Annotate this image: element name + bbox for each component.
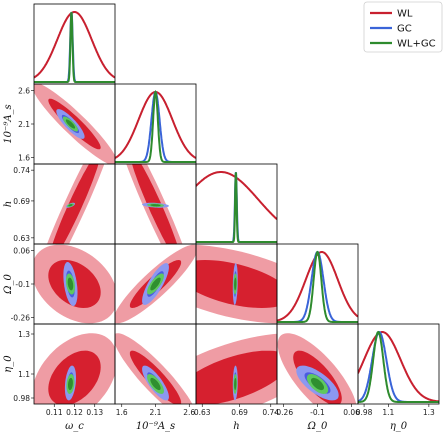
marginal-line-wlgc	[277, 250, 358, 323]
x-tick-label: 0.98	[356, 408, 373, 417]
x-axis-label-Om0: Ω_0	[307, 421, 328, 432]
marginal-line-wl	[277, 251, 358, 322]
y-axis-label-Om0: Ω_0	[3, 274, 14, 295]
contour-wlgc-1sigma	[68, 204, 73, 207]
contour-wlgc-1sigma	[150, 377, 161, 391]
contour-panel-wc-h	[47, 164, 105, 244]
contour-panel-h-Om0	[196, 244, 277, 324]
x-tick-label: 0.06	[343, 408, 360, 417]
contour-wlgc-1sigma	[234, 277, 237, 291]
contour-wlgc-1sigma	[68, 377, 73, 391]
y-tick-label: 0.74	[13, 166, 30, 175]
marginal-line-wlgc	[34, 12, 115, 83]
contour-panel-Om0-eta0	[277, 333, 357, 404]
x-tick-label: 2.1	[150, 408, 162, 417]
marginal-panel-h	[196, 171, 277, 243]
x-tick-label: 0.12	[66, 408, 83, 417]
marginal-panel-wc	[34, 11, 115, 83]
y-tick-label: 0.63	[13, 234, 30, 243]
y-tick-label: 0.69	[13, 197, 30, 206]
x-tick-label: 1.1	[382, 408, 394, 417]
y-tick-label: 2.1	[18, 120, 30, 129]
x-tick-label: 0.63	[194, 408, 211, 417]
marginal-line-wl	[115, 91, 196, 159]
legend-entry: WL	[397, 9, 413, 20]
marginal-line-gc	[277, 250, 358, 323]
x-tick-label: 1.6	[116, 408, 128, 417]
contour-panel-As-h	[126, 164, 183, 244]
marginal-line-gc	[358, 331, 439, 403]
marginal-line-gc	[34, 11, 115, 83]
y-tick-label: 1.6	[18, 153, 30, 162]
x-axis-label-wc: ω_c	[65, 421, 84, 432]
contour-panel-wc-As	[34, 84, 115, 164]
marginal-line-wlgc	[358, 330, 439, 403]
marginal-line-wl	[34, 11, 115, 79]
y-axis-label-h: h	[3, 201, 14, 207]
marginal-panel-Om0	[277, 250, 358, 323]
marginal-line-wlgc	[196, 172, 277, 243]
marginal-line-gc	[115, 90, 196, 163]
x-axis-label-As: 10⁻⁹A_s	[136, 421, 175, 432]
legend: WL GC WL+GC	[363, 1, 443, 53]
y-axis-label-eta0: η_0	[3, 355, 14, 373]
y-tick-label: 1.1	[18, 370, 30, 379]
y-tick-label: 2.6	[18, 87, 30, 96]
y-tick-label: 1.3	[18, 330, 30, 339]
x-tick-label: 1.3	[423, 408, 435, 417]
contour-panel-As-eta0	[115, 333, 193, 404]
contour-panel-h-eta0	[196, 333, 277, 404]
contour-wlgc-1sigma	[150, 204, 161, 207]
legend-box	[363, 1, 443, 53]
legend-entry: WL+GC	[397, 39, 436, 50]
x-axis-label-h: h	[233, 421, 239, 432]
contour-wl-1sigma	[52, 164, 99, 244]
x-tick-label: -0.1	[310, 408, 325, 417]
contour-wlgc-1sigma	[150, 277, 161, 291]
axis-labels: ω_c 10⁻⁹A_s h Ω_0 η_010⁻⁹A_shΩ_0η_0	[3, 104, 408, 432]
contour-wlgc-1sigma	[234, 377, 237, 391]
contour-panel-wc-eta0	[34, 333, 115, 404]
x-tick-label: -0.26	[274, 408, 294, 417]
marginal-line-wlgc	[115, 90, 196, 163]
x-tick-label: 0.11	[46, 408, 63, 417]
contour-wlgc-1sigma	[65, 119, 76, 129]
marginal-panel-As	[115, 90, 196, 163]
x-axis-label-eta0: η_0	[390, 421, 408, 432]
contour-wlgc-1sigma	[67, 277, 74, 291]
contour-panel-As-Om0	[115, 244, 196, 324]
contour-panel-wc-Om0	[34, 244, 115, 324]
x-tick-label: 2.6	[183, 408, 195, 417]
tick-labels: 0.11 0.12 0.13 1.6 2.1 2.60.63 0.69 0.74-0.26 -0…	[11, 87, 435, 417]
y-tick-label: 0.06	[13, 246, 30, 255]
legend-entry: GC	[397, 24, 412, 35]
y-tick-label: 0.98	[13, 394, 30, 403]
y-tick-label: -0.1	[15, 280, 30, 289]
x-tick-label: 0.13	[86, 408, 103, 417]
y-axis-label-As: 10⁻⁹A_s	[3, 104, 14, 143]
x-tick-label: 0.74	[262, 408, 279, 417]
panel-frame	[357, 323, 440, 405]
marginal-panel-eta0	[358, 330, 439, 403]
contour-wlgc-1sigma	[311, 377, 324, 391]
x-tick-label: 0.69	[231, 408, 248, 417]
marginal-line-wl	[358, 331, 439, 403]
panels	[33, 3, 440, 405]
y-tick-label: -0.26	[11, 314, 31, 323]
